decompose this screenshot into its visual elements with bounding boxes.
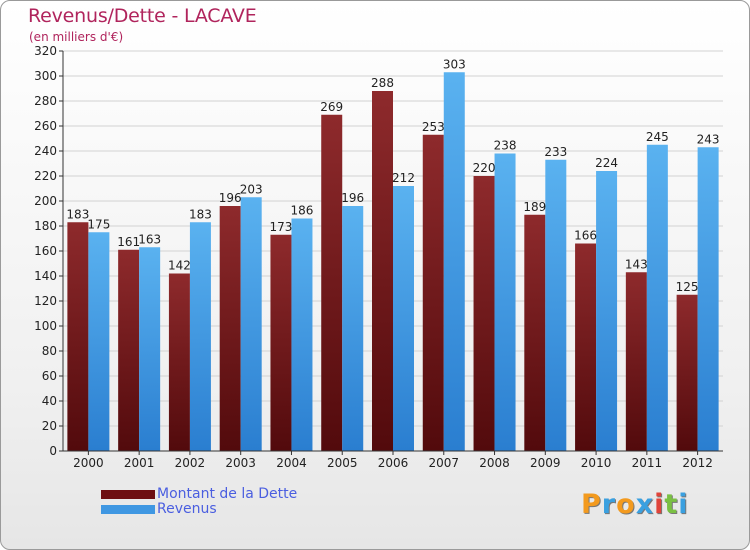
data-label-dette: 166 [574,229,597,243]
y-tick-label: 300 [34,69,57,83]
bar-dette [676,294,698,451]
chart-title: Revenus/Dette - LACAVE [28,5,257,27]
data-label-dette: 253 [422,120,445,134]
y-tick-label: 20 [42,419,57,433]
bar-dette [118,249,140,451]
bar-dette [67,222,89,451]
data-label-revenus: 203 [240,182,263,196]
proxiti-logo: Proxiti [581,489,689,520]
logo-letter: x [635,489,655,520]
x-tick-label: 2004 [276,456,307,470]
data-label-dette: 143 [625,257,648,271]
bar-revenus [342,206,364,451]
legend-label-revenus: Revenus [157,501,217,517]
data-label-revenus: 212 [392,171,415,185]
x-tick-label: 2002 [175,456,206,470]
logo-letter: i [654,489,665,520]
y-tick-label: 80 [42,344,57,358]
bar-dette [270,234,292,451]
legend-swatch-revenus [101,505,155,514]
data-label-revenus: 175 [87,217,110,231]
bar-dette [422,134,444,451]
bar-revenus [291,218,313,451]
chart-subtitle: (en milliers d'€) [29,30,124,44]
x-tick-label: 2005 [327,456,358,470]
x-tick-label: 2009 [530,456,561,470]
logo-letter: o [616,489,636,520]
x-tick-label: 2006 [378,456,409,470]
data-label-dette: 269 [320,100,343,114]
legend-swatch-debt [101,490,155,499]
data-label-revenus: 186 [291,204,314,218]
logo-letter: r [601,489,617,520]
bar-dette [524,214,546,451]
data-label-revenus: 196 [341,191,364,205]
y-tick-label: 200 [34,194,57,208]
bar-revenus [443,72,465,451]
y-tick-label: 220 [34,169,57,183]
x-tick-label: 2011 [632,456,663,470]
data-label-dette: 161 [117,235,140,249]
data-label-revenus: 163 [138,232,161,246]
bar-dette [321,114,343,451]
y-tick-label: 100 [34,319,57,333]
data-label-dette: 189 [523,200,546,214]
bar-revenus [545,159,567,451]
y-tick-label: 60 [42,369,57,383]
data-label-revenus: 224 [595,156,618,170]
legend-label-debt: Montant de la Dette [157,486,298,502]
bar-dette [625,272,647,451]
y-tick-label: 280 [34,94,57,108]
data-label-revenus: 243 [697,132,720,146]
data-label-revenus: 245 [646,130,669,144]
data-label-dette: 183 [66,207,89,221]
bar-dette [575,243,597,451]
bar-dette [372,91,393,451]
bar-revenus [139,247,161,451]
data-label-revenus: 233 [544,145,567,159]
y-tick-label: 160 [34,244,57,258]
bar-dette [473,176,495,451]
x-tick-label: 2010 [581,456,612,470]
x-tick-label: 2008 [479,456,510,470]
data-label-dette: 220 [473,161,496,175]
data-label-dette: 173 [270,220,293,234]
x-tick-label: 2001 [124,456,155,470]
data-label-revenus: 303 [443,57,466,71]
x-tick-label: 2007 [428,456,459,470]
data-label-dette: 196 [219,191,242,205]
x-tick-label: 2003 [225,456,256,470]
bar-revenus [189,222,211,451]
bar-dette [219,206,241,451]
bar-revenus [596,171,618,451]
y-tick-label: 260 [34,119,57,133]
x-tick-label: 2012 [682,456,713,470]
bar-revenus [240,197,262,451]
y-tick-label: 320 [34,44,57,58]
data-label-dette: 125 [676,280,699,294]
data-label-dette: 142 [168,259,191,273]
bar-revenus [646,144,668,451]
x-tick-label: 2000 [73,456,104,470]
logo-letter: t [664,489,679,520]
y-tick-label: 120 [34,294,57,308]
bar-revenus [494,153,516,451]
y-tick-label: 180 [34,219,57,233]
data-label-revenus: 183 [189,207,212,221]
bar-dette [168,273,190,451]
logo-letter: i [678,489,689,520]
bar-revenus [88,232,110,451]
y-tick-label: 40 [42,394,57,408]
data-label-revenus: 238 [494,139,517,153]
data-label-dette: 288 [371,76,394,90]
y-tick-label: 140 [34,269,57,283]
bar-revenus [393,186,414,451]
logo-letter: P [581,489,602,520]
bar-revenus [697,147,719,451]
y-tick-label: 0 [49,444,57,458]
y-tick-label: 240 [34,144,57,158]
